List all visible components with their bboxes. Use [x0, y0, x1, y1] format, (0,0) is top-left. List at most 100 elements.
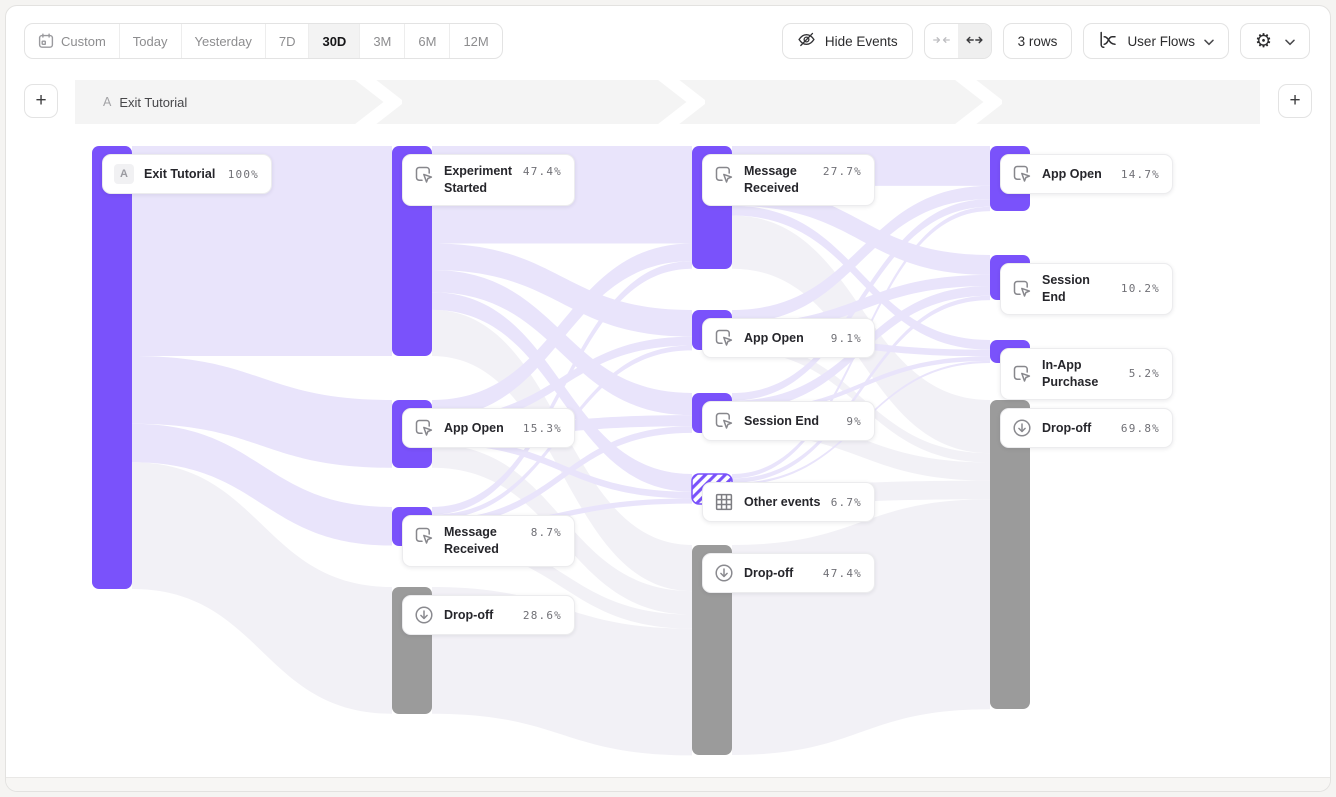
flow-node-percentage: 9% — [846, 414, 862, 428]
step-separator-chevron — [658, 80, 705, 124]
arrows-collapse-icon — [932, 32, 950, 50]
gear-icon: ⚙ — [1254, 29, 1272, 52]
steps-band[interactable]: A Exit Tutorial — [75, 80, 1260, 124]
flow-link — [732, 205, 990, 350]
flow-node-label: Session End — [1042, 273, 1090, 304]
flow-node-card-c2-mr[interactable]: Message Received 27.7% — [702, 154, 875, 206]
flow-node-card-c2-do[interactable]: Drop-off 47.4% — [702, 553, 875, 593]
cursor-click-icon — [1011, 278, 1033, 300]
flow-node-label: Drop-off — [1042, 420, 1092, 435]
flow-node-percentage: 8.7% — [530, 526, 562, 539]
flow-link — [132, 355, 392, 468]
date-range-label: 6M — [418, 33, 437, 49]
cursor-click-icon — [713, 327, 735, 349]
rows-button[interactable]: 3 rows — [1002, 23, 1073, 59]
flow-node-label: Experiment Started — [444, 164, 513, 195]
toolbar-right-group: Hide Events — [781, 23, 1310, 59]
flow-node-percentage: 27.7% — [822, 165, 862, 178]
step-separator-chevron — [355, 80, 402, 124]
flow-node-card-c1-es[interactable]: Experiment Started 47.4% — [402, 154, 575, 206]
flow-node-card-c3-iap[interactable]: In-App Purchase 5.2% — [1000, 348, 1173, 400]
flow-link — [432, 270, 692, 416]
flow-node-card-c1-do[interactable]: Drop-off 28.6% — [402, 595, 575, 635]
rows-label: 3 rows — [1017, 33, 1058, 49]
flow-link — [432, 292, 692, 492]
step-letter-badge: A — [113, 163, 135, 185]
add-step-left-button[interactable]: + — [24, 84, 58, 118]
flow-node-percentage: 10.2% — [1120, 282, 1160, 296]
flow-node-card-c3-ao[interactable]: App Open 14.7% — [1000, 154, 1173, 194]
flow-link — [732, 185, 990, 275]
flow-node-percentage: 28.6% — [522, 608, 562, 622]
settings-dropdown[interactable]: ⚙ — [1239, 23, 1310, 59]
flow-link — [732, 295, 990, 483]
flow-node-percentage: 47.4% — [522, 165, 562, 178]
flow-link — [132, 423, 392, 546]
flow-link — [432, 243, 692, 337]
flow-link — [732, 499, 990, 755]
date-range-label: 30D — [322, 33, 347, 49]
flow-node-label: App Open — [1042, 166, 1102, 181]
flow-node-percentage: 9.1% — [830, 331, 862, 345]
drop-off-icon — [413, 604, 435, 626]
date-range-option-today[interactable]: Today — [118, 24, 181, 58]
flow-node-percentage: 14.7% — [1120, 167, 1160, 181]
flow-link — [732, 199, 990, 401]
flow-node-bar-c0-start[interactable] — [92, 146, 132, 589]
flow-node-label: App Open — [444, 420, 504, 435]
flow-link — [732, 185, 990, 324]
date-range-option-6m[interactable]: 6M — [404, 24, 449, 58]
flow-node-card-c2-ao[interactable]: App Open 9.1% — [702, 318, 875, 358]
chevron-down-icon — [1204, 34, 1214, 49]
add-step-right-button[interactable]: + — [1278, 84, 1312, 118]
date-range-option-3m[interactable]: 3M — [359, 24, 404, 58]
top-toolbar: Custom Today Yesterday 7D 30D 3M 6M 12M Hide Ev… — [24, 23, 1310, 59]
drop-off-icon — [1011, 417, 1033, 439]
step-segment-1[interactable]: A Exit Tutorial — [103, 80, 187, 124]
date-range-option-12m[interactable]: 12M — [449, 24, 501, 58]
chevron-down-icon — [1285, 34, 1295, 49]
step-label-text: Exit Tutorial — [119, 94, 188, 110]
date-range-option-custom[interactable]: Custom — [25, 24, 119, 58]
flow-node-label: Message Received — [744, 164, 799, 195]
cursor-click-icon — [713, 164, 735, 186]
flow-node-card-c1-mr[interactable]: Message Received 8.7% — [402, 515, 575, 567]
date-range-option-yesterday[interactable]: Yesterday — [180, 24, 265, 58]
flow-node-bar-c2-do[interactable] — [692, 545, 732, 755]
flow-node-card-c2-se[interactable]: Session End 9% — [702, 401, 875, 441]
date-range-option-7d[interactable]: 7D — [264, 24, 309, 58]
plus-icon: + — [1289, 90, 1301, 111]
flow-node-label: Drop-off — [744, 565, 794, 580]
expand-columns-button[interactable] — [957, 24, 991, 58]
flow-node-bar-c3-do[interactable] — [990, 400, 1030, 709]
footer-strip — [6, 777, 1330, 791]
date-range-option-30d[interactable]: 30D — [308, 24, 360, 58]
flow-node-label: Exit Tutorial — [144, 166, 216, 181]
flow-link — [432, 243, 692, 418]
flow-node-label: Message Received — [444, 525, 499, 556]
flow-node-card-c2-oe[interactable]: Other events 6.7% — [702, 482, 875, 522]
date-range-label: Custom — [61, 33, 106, 49]
sankey-canvas: A Exit Tutorial 100% Experiment Started 47.4… — [6, 6, 1330, 791]
flow-node-label: App Open — [744, 330, 804, 345]
app-panel: Custom Today Yesterday 7D 30D 3M 6M 12M Hide Ev… — [5, 5, 1331, 792]
calendar-icon — [38, 33, 54, 49]
flow-node-label: In-App Purchase — [1042, 358, 1099, 389]
flow-node-card-c0-start[interactable]: A Exit Tutorial 100% — [102, 154, 272, 194]
flow-node-percentage: 5.2% — [1128, 367, 1160, 381]
flow-link — [732, 356, 990, 415]
flow-link — [432, 437, 692, 499]
flow-node-card-c3-se[interactable]: Session End 10.2% — [1000, 263, 1173, 315]
view-selector-dropdown[interactable]: User Flows — [1083, 23, 1229, 59]
hide-events-button[interactable]: Hide Events — [781, 23, 913, 59]
drop-off-icon — [713, 562, 735, 584]
flow-node-card-c3-do[interactable]: Drop-off 69.8% — [1000, 408, 1173, 448]
cursor-click-icon — [413, 164, 435, 186]
flow-node-percentage: 100% — [227, 167, 259, 181]
flow-link — [432, 426, 692, 527]
flow-link — [132, 146, 392, 356]
plus-icon: + — [35, 90, 47, 111]
collapse-columns-button[interactable] — [925, 24, 958, 58]
step-prefix-badge: A — [103, 95, 112, 109]
flow-node-card-c1-ao[interactable]: App Open 15.3% — [402, 408, 575, 448]
